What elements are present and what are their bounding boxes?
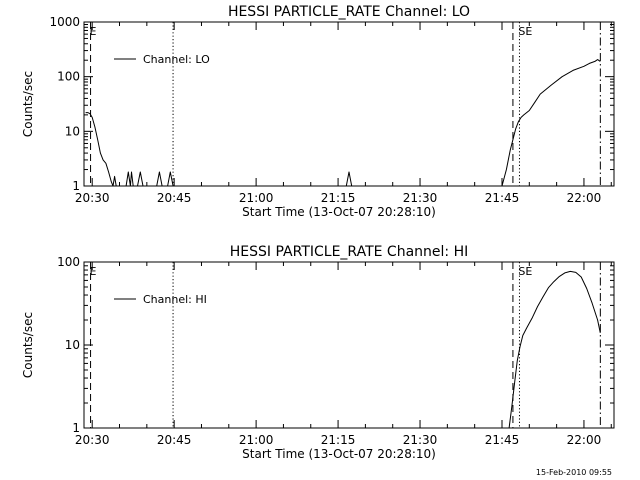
x-tick-label: 21:45 <box>485 433 520 447</box>
y-tick-label: 1 <box>72 421 80 435</box>
panels: HESSI PARTICLE_RATE Channel: LO Counts/se… <box>21 4 615 461</box>
footer-timestamp: 15-Feb-2010 09:55 <box>536 468 612 477</box>
annotation-e: E <box>89 25 96 38</box>
y-tick-label: 10 <box>65 124 80 138</box>
y-tick-label: 1000 <box>49 15 80 29</box>
x-axis-label: Start Time (13-Oct-07 20:28:10) <box>242 205 436 219</box>
legend-label: Channel: HI <box>143 293 207 306</box>
x-tick-label: 22:00 <box>567 433 602 447</box>
y-axis-label: Counts/sec <box>21 312 35 378</box>
x-tick-label: 22:00 <box>567 191 602 205</box>
x-tick-label: 21:30 <box>403 433 438 447</box>
series-line-1 <box>508 270 601 429</box>
plot-frame <box>83 261 615 429</box>
x-tick-label: 21:15 <box>321 433 356 447</box>
x-tick-label: 21:00 <box>239 191 274 205</box>
x-axis-label: Start Time (13-Oct-07 20:28:10) <box>242 447 436 461</box>
x-tick-label: 21:15 <box>321 191 356 205</box>
annotation-se: SE <box>518 265 532 278</box>
x-tick-label: 21:45 <box>485 191 520 205</box>
legend-label: Channel: LO <box>143 53 210 66</box>
annotation-e: E <box>89 265 96 278</box>
y-axis-label: Counts/sec <box>21 71 35 137</box>
chart-title: HESSI PARTICLE_RATE Channel: LO <box>228 4 470 20</box>
x-tick-label: 20:30 <box>75 433 110 447</box>
chart-panel-1: HESSI PARTICLE_RATE Channel: LO Counts/se… <box>21 4 615 219</box>
chart-title: HESSI PARTICLE_RATE Channel: HI <box>230 244 468 260</box>
x-tick-label: 20:45 <box>157 191 192 205</box>
y-tick-label: 1 <box>72 179 80 193</box>
x-tick-label: 20:45 <box>157 433 192 447</box>
series-line-1 <box>85 59 601 187</box>
chart-panel-2: HESSI PARTICLE_RATE Channel: HI Counts/se… <box>21 244 615 461</box>
y-tick-label: 10 <box>65 338 80 352</box>
annotation-se: SE <box>518 25 532 38</box>
plot-frame <box>83 21 615 187</box>
x-tick-label: 21:00 <box>239 433 274 447</box>
y-tick-label: 100 <box>57 70 80 84</box>
x-tick-label: 21:30 <box>403 191 438 205</box>
y-tick-label: 100 <box>57 255 80 269</box>
x-tick-label: 20:30 <box>75 191 110 205</box>
